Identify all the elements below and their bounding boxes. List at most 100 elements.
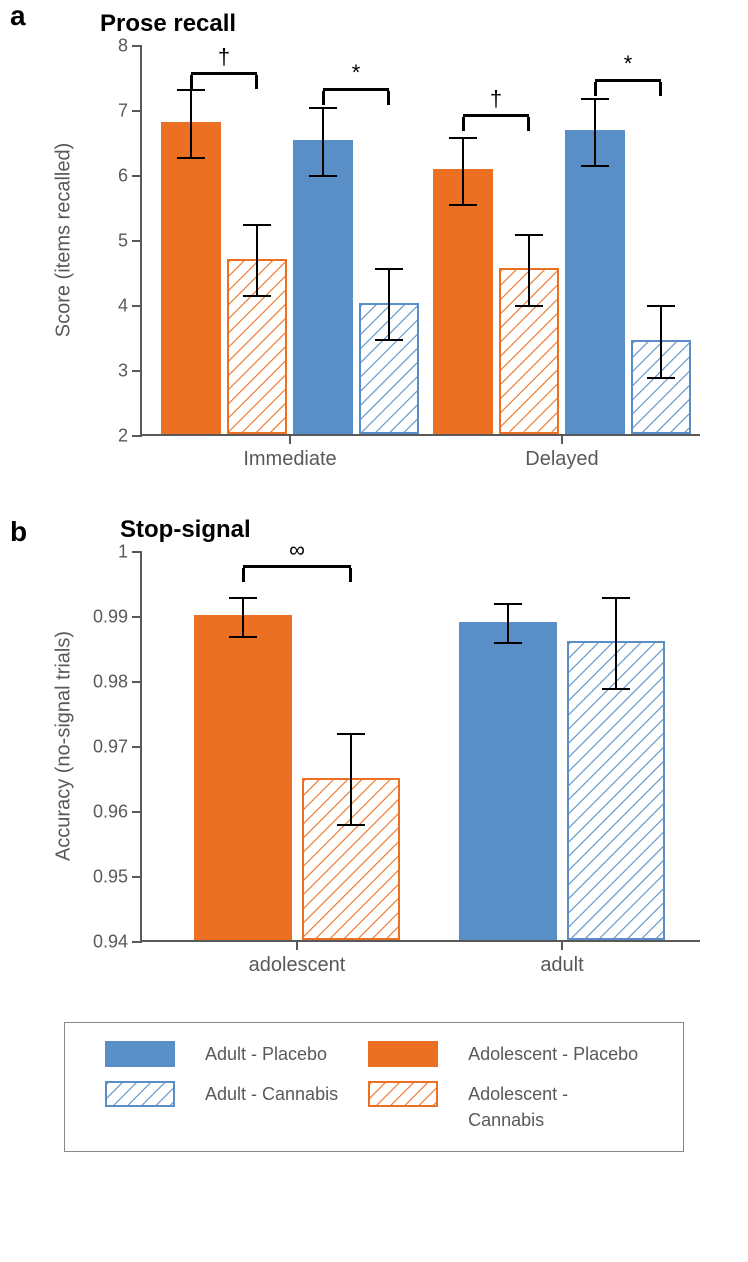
error-bar [242, 598, 244, 637]
error-bar [507, 604, 509, 643]
y-tick-label: 2 [118, 426, 128, 447]
sig-bracket [191, 72, 257, 75]
error-cap [449, 204, 477, 206]
y-tick-label: 0.96 [93, 802, 128, 823]
sig-symbol: ∞ [289, 537, 305, 563]
y-tick [132, 811, 142, 813]
error-bar [388, 269, 390, 341]
error-cap [243, 295, 271, 297]
x-tick [561, 940, 563, 950]
y-tick [132, 175, 142, 177]
y-tick-label: 0.99 [93, 607, 128, 628]
panel-label-b: b [10, 516, 27, 548]
legend-label: Adolescent - Cannabis [468, 1081, 643, 1133]
x-tick [296, 940, 298, 950]
error-bar [528, 235, 530, 307]
error-cap [337, 733, 365, 735]
legend-swatch [105, 1081, 175, 1107]
legend-label: Adolescent - Placebo [468, 1041, 643, 1067]
y-tick [132, 45, 142, 47]
y-tick [132, 681, 142, 683]
panel-label-a: a [10, 0, 26, 32]
legend-label: Adult - Cannabis [205, 1081, 338, 1133]
y-tick-label: 0.98 [93, 672, 128, 693]
y-tick-label: 6 [118, 166, 128, 187]
sig-symbol: * [624, 51, 633, 77]
error-cap [647, 305, 675, 307]
error-cap [229, 597, 257, 599]
panel-a-title: Prose recall [100, 10, 728, 38]
legend-swatch [368, 1041, 438, 1067]
y-tick-label: 8 [118, 36, 128, 57]
bar-adolescent_placebo [161, 122, 221, 434]
y-tick-label: 4 [118, 296, 128, 317]
x-group-label: Immediate [210, 448, 370, 471]
error-cap [581, 165, 609, 167]
chart-b: 0.940.950.960.970.980.991Accuracy (no-si… [140, 552, 700, 942]
x-tick [289, 434, 291, 444]
y-tick-label: 3 [118, 361, 128, 382]
error-cap [581, 98, 609, 100]
legend-swatch [105, 1041, 175, 1067]
y-axis-title: Score (items recalled) [53, 143, 76, 338]
x-group-label: adolescent [217, 954, 377, 977]
error-cap [515, 305, 543, 307]
y-tick [132, 240, 142, 242]
x-tick [561, 434, 563, 444]
error-cap [602, 688, 630, 690]
error-bar [660, 306, 662, 378]
error-bar [615, 598, 617, 689]
error-cap [229, 636, 257, 638]
y-tick [132, 876, 142, 878]
sig-bracket [243, 565, 351, 568]
figure: a Prose recall 2345678Score (items recal… [0, 0, 748, 1152]
error-cap [515, 234, 543, 236]
chart-a: 2345678Score (items recalled)Immediate†*… [140, 46, 700, 436]
error-bar [190, 90, 192, 158]
legend-swatch [368, 1081, 438, 1107]
bar-adult_placebo [459, 622, 557, 941]
error-cap [309, 107, 337, 109]
sig-bracket [463, 114, 529, 117]
sig-symbol: * [352, 60, 361, 86]
sig-symbol: † [490, 86, 502, 112]
y-tick [132, 941, 142, 943]
x-group-label: adult [482, 954, 642, 977]
error-bar [350, 734, 352, 825]
y-tick-label: 0.97 [93, 737, 128, 758]
error-cap [243, 224, 271, 226]
error-bar [462, 138, 464, 206]
error-cap [494, 642, 522, 644]
error-cap [177, 157, 205, 159]
bar-adult_placebo [565, 130, 625, 434]
y-tick [132, 110, 142, 112]
sig-bracket [595, 79, 661, 82]
error-bar [594, 99, 596, 167]
y-tick-label: 7 [118, 101, 128, 122]
bar-adolescent_placebo [194, 615, 292, 940]
y-tick-label: 0.94 [93, 932, 128, 953]
bar-adolescent_placebo [433, 169, 493, 434]
error-cap [337, 824, 365, 826]
legend: Adult - PlaceboAdolescent - PlaceboAdult… [64, 1022, 684, 1152]
error-cap [647, 377, 675, 379]
y-tick-label: 1 [118, 542, 128, 563]
y-tick-label: 0.95 [93, 867, 128, 888]
y-tick [132, 305, 142, 307]
panel-b-title: Stop-signal [120, 516, 728, 544]
bar-adult_placebo [293, 140, 353, 434]
error-cap [375, 268, 403, 270]
error-cap [375, 339, 403, 341]
sig-bracket [323, 88, 389, 91]
error-cap [177, 89, 205, 91]
error-cap [309, 175, 337, 177]
y-tick [132, 746, 142, 748]
y-axis-title: Accuracy (no-signal trials) [53, 631, 76, 861]
error-cap [494, 603, 522, 605]
sig-symbol: † [218, 44, 230, 70]
error-bar [322, 108, 324, 176]
y-tick [132, 435, 142, 437]
x-group-label: Delayed [482, 448, 642, 471]
y-tick [132, 370, 142, 372]
y-tick [132, 551, 142, 553]
